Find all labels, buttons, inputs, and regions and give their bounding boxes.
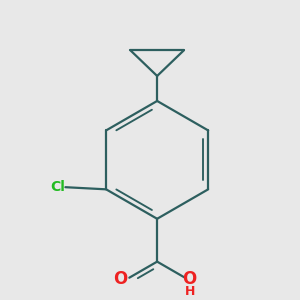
Text: Cl: Cl [50, 180, 65, 194]
Text: H: H [184, 285, 195, 298]
Text: O: O [113, 271, 128, 289]
Text: O: O [182, 270, 197, 288]
